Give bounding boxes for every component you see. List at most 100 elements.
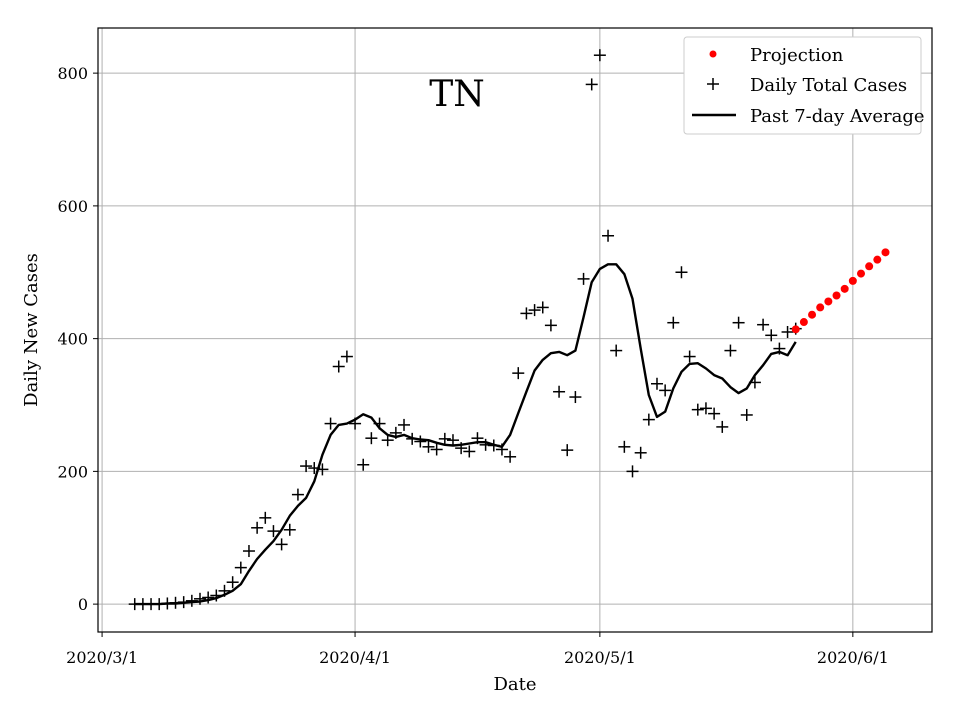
y-tick-label: 200 [57,462,88,481]
data-layer [128,49,890,611]
daily-case-point [194,592,207,605]
daily-case-point [585,78,598,91]
daily-case-point [234,561,247,574]
y-axis-label: Daily New Cases [21,253,42,407]
daily-case-point [626,465,639,478]
daily-case-point [251,521,264,534]
daily-case-point [267,525,280,538]
daily-case-point [732,316,745,329]
daily-case-point [242,545,255,558]
average-line [134,263,797,606]
projection-point [791,325,800,334]
daily-case-point [708,407,721,420]
y-tick-label: 600 [57,197,88,216]
daily-case-point [340,350,353,363]
daily-case-point [357,458,370,471]
projection-point [832,291,841,300]
y-tick-label: 0 [78,595,88,614]
daily-case-point [724,344,737,357]
daily-case-point [512,367,525,380]
daily-case-point [504,450,517,463]
daily-case-point [602,229,615,242]
daily-case-point [569,391,582,404]
projection-point [799,318,808,327]
projection-point [824,297,833,306]
daily-case-point [185,594,198,607]
daily-case-point [667,316,680,329]
x-axis-label: Date [493,674,536,695]
daily-case-point [765,329,778,342]
daily-case-point [365,432,378,445]
projection-point [816,303,825,312]
projection-point [873,255,882,264]
daily-case-point [691,403,704,416]
legend-average-label: Past 7-day Average [750,106,925,127]
daily-case-point [520,307,533,320]
daily-case-point [430,443,443,456]
daily-case-point [618,440,631,453]
daily-case-point [610,344,623,357]
legend-daily-cases-label: Daily Total Cases [750,75,907,96]
daily-case-point [561,444,574,457]
projection-point [848,276,857,285]
daily-case-point [553,385,566,398]
daily-case-point [593,49,606,62]
daily-case-point [487,439,500,452]
tick-layer: 0 200 400 600 800 2020/3/1 2020/4/1 2020/5/1 202… [57,64,888,667]
daily-case-point [259,511,272,524]
legend-projection-label: Projection [750,45,844,66]
daily-case-point [349,417,362,430]
daily-case-point [177,596,190,609]
daily-case-point [291,488,304,501]
daily-case-point [536,301,549,314]
x-tick-label: 2020/4/1 [319,648,391,667]
daily-case-point [414,435,427,448]
daily-case-point [471,432,484,445]
y-tick-label: 800 [57,64,88,83]
daily-case-point [699,402,712,415]
projection-point [840,284,849,293]
daily-case-point [773,342,786,355]
daily-case-point [675,266,688,279]
projection-point [808,310,817,319]
daily-case-point [389,426,402,439]
daily-case-point [210,589,223,602]
daily-case-point [226,576,239,589]
daily-case-point [373,417,386,430]
daily-case-point [438,432,451,445]
daily-case-point [544,319,557,332]
legend: Projection Daily Total Cases Past 7-day … [683,36,925,135]
daily-case-point [650,377,663,390]
x-tick-label: 2020/3/1 [66,648,138,667]
daily-case-point [398,418,411,431]
chart-title: TN [429,74,485,115]
x-tick-label: 2020/5/1 [564,648,636,667]
daily-case-point [781,325,794,338]
daily-case-point [642,413,655,426]
plot-frame [97,27,933,633]
legend-projection-marker [709,50,717,58]
daily-case-point [332,360,345,373]
daily-case-point [683,350,696,363]
projection-point [865,262,874,271]
daily-case-point [659,384,672,397]
projection-point [881,248,890,257]
daily-case-point [422,440,435,453]
daily-case-point [381,434,394,447]
daily-case-point [446,434,459,447]
daily-case-point [740,408,753,421]
daily-case-point [308,462,321,475]
projection-point [857,269,866,278]
daily-case-point [324,417,337,430]
daily-case-point [757,318,770,331]
daily-case-point [528,304,541,317]
daily-case-point [300,460,313,473]
daily-case-point [716,420,729,433]
daily-case-point [455,442,468,455]
legend-box [683,36,922,135]
x-tick-label: 2020/6/1 [817,648,889,667]
y-tick-label: 400 [57,330,88,349]
daily-case-point [202,591,215,604]
daily-case-point [463,445,476,458]
daily-case-point [218,584,231,597]
